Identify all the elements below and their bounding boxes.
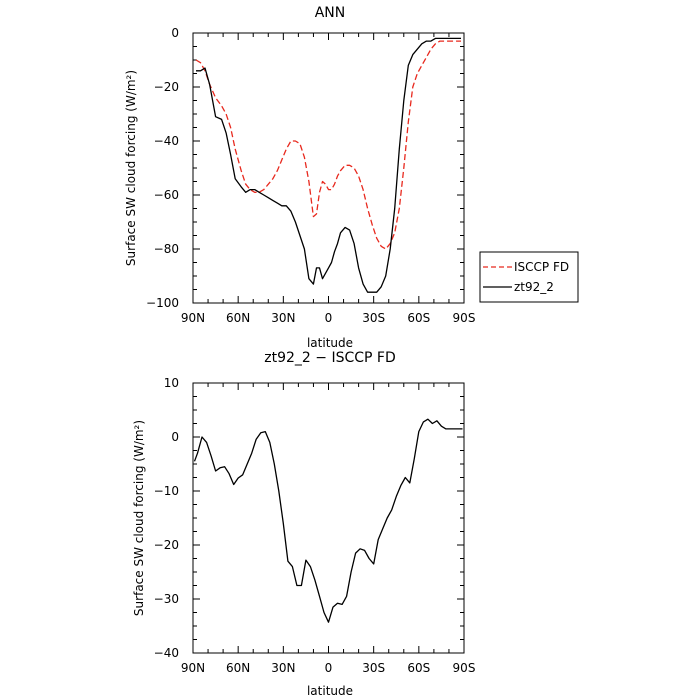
x-tick-label: 30S (362, 311, 385, 325)
x-tick-label: 60N (226, 661, 250, 675)
x-tick-label: 90N (181, 661, 205, 675)
x-tick-label: 60N (226, 311, 250, 325)
y-tick-label: −100 (146, 296, 179, 310)
legend-box (479, 251, 579, 303)
isccp-fd-series-line (195, 40, 461, 250)
zt92-2-series-line (196, 37, 461, 293)
y-tick-label: 10 (164, 376, 179, 390)
chart-title-top: ANN (315, 5, 346, 21)
x-tick-label: 30N (271, 311, 295, 325)
y-tick-label: −10 (154, 484, 179, 498)
panel-bottom: zt92_2 − ISCCP FD 90N 60N 30N 0 30S 60S 90S 10 0… (132, 350, 475, 698)
y-tick-label: −60 (154, 188, 179, 202)
y-tick-label: −20 (154, 538, 179, 552)
legend-label-isccp: ISCCP FD (514, 260, 569, 274)
x-tick-label: 90S (453, 311, 476, 325)
difference-series-line (193, 418, 463, 623)
series-top (195, 37, 461, 293)
y-tick-label: −80 (154, 242, 179, 256)
x-tick-label: 30S (362, 661, 385, 675)
x-tick-label: 0 (325, 311, 333, 325)
legend-label-zt92: zt92_2 (514, 280, 554, 294)
x-tick-label: 90N (181, 311, 205, 325)
legend: ISCCP FD zt92_2 (479, 251, 579, 303)
series-bottom (193, 418, 463, 623)
x-tick-label: 0 (325, 661, 333, 675)
ticks-top: 90N 60N 30N 0 30S 60S 90S 0 −20 −40 −60 −80 −100 (146, 26, 475, 325)
y-axis-label-top: Surface SW cloud forcing (W/m²) (124, 70, 138, 266)
y-tick-label: 0 (171, 430, 179, 444)
ticks-bottom: 90N 60N 30N 0 30S 60S 90S 10 0 −10 −20 −30 −40 (154, 376, 476, 675)
x-tick-label: 60S (407, 661, 430, 675)
x-tick-label: 30N (271, 661, 295, 675)
x-axis-label-bottom: latitude (307, 684, 353, 698)
y-tick-label: −30 (154, 592, 179, 606)
y-tick-label: −40 (154, 134, 179, 148)
y-tick-label: 0 (171, 26, 179, 40)
y-tick-label: −40 (154, 646, 179, 660)
x-tick-label: 60S (407, 311, 430, 325)
y-tick-label: −20 (154, 80, 179, 94)
panel-top: ANN 90N 60N 30N 0 30S 60S 90S 0 −20 −40 −60 −80 −100… (124, 5, 579, 350)
y-axis-label-bottom: Surface SW cloud forcing (W/m²) (132, 420, 146, 616)
x-axis-label-top: latitude (307, 336, 353, 350)
chart-title-bottom: zt92_2 − ISCCP FD (264, 350, 395, 366)
x-tick-label: 90S (453, 661, 476, 675)
